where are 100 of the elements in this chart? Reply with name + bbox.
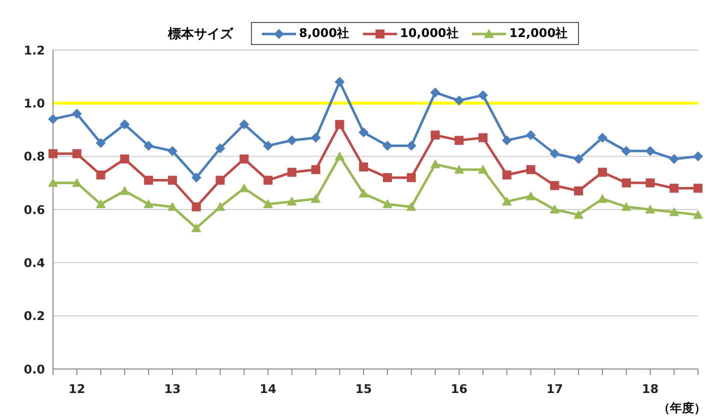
point — [96, 199, 106, 208]
point — [406, 173, 416, 182]
point — [621, 202, 632, 211]
point — [120, 186, 130, 195]
point — [263, 199, 273, 208]
point — [167, 146, 178, 156]
point — [502, 196, 512, 206]
point — [240, 154, 249, 164]
point — [72, 178, 82, 187]
point — [430, 88, 440, 98]
point — [120, 154, 130, 164]
y-tick-label: 0.0 — [24, 362, 45, 376]
point — [286, 196, 297, 206]
point — [191, 172, 202, 183]
point — [310, 132, 321, 143]
point — [670, 184, 679, 193]
point — [48, 178, 58, 187]
point — [215, 202, 226, 211]
legend-label: 12,000社 — [508, 25, 568, 42]
point — [478, 90, 488, 100]
point — [335, 120, 344, 129]
point — [550, 148, 560, 159]
legend-title: 標本サイズ — [168, 26, 233, 42]
point — [646, 178, 655, 188]
point — [645, 204, 656, 214]
point — [215, 143, 226, 154]
legend-label: 10,000社 — [398, 25, 458, 42]
point — [72, 108, 82, 119]
point — [526, 165, 536, 174]
point — [96, 170, 106, 180]
x-tick-label: 15 — [355, 382, 372, 396]
point — [144, 176, 154, 185]
point — [334, 151, 345, 160]
point — [574, 186, 584, 196]
point — [550, 204, 560, 214]
x-tick-label: 14 — [260, 382, 276, 396]
point — [597, 132, 608, 143]
point — [598, 168, 607, 177]
x-tick-label: 17 — [546, 382, 564, 396]
point — [334, 76, 345, 87]
point — [502, 170, 512, 180]
point — [239, 183, 250, 192]
point — [454, 96, 464, 106]
point — [286, 135, 297, 146]
point — [478, 164, 488, 174]
point — [167, 202, 178, 211]
x-tick-label: 13 — [164, 382, 181, 396]
point — [526, 130, 536, 140]
point — [526, 191, 536, 200]
y-tick-label: 0.8 — [24, 150, 45, 164]
point — [502, 135, 512, 146]
point — [192, 202, 201, 212]
point — [382, 199, 392, 208]
point — [693, 210, 703, 219]
point — [263, 140, 273, 151]
text: （年度） — [658, 400, 706, 417]
x-tick-label: 12 — [68, 382, 86, 396]
point — [168, 176, 177, 185]
point — [311, 165, 320, 174]
y-tick-label: 0.2 — [24, 309, 45, 324]
y-tick-label: 0.4 — [24, 256, 45, 270]
point — [48, 149, 58, 158]
point — [287, 168, 296, 177]
point — [216, 176, 225, 185]
point — [144, 140, 154, 151]
point — [72, 149, 82, 158]
point — [454, 164, 464, 174]
x-tick-label: 18 — [642, 382, 659, 396]
point — [48, 114, 58, 124]
point — [358, 188, 369, 198]
point — [120, 119, 130, 130]
point — [359, 162, 368, 172]
point — [621, 146, 632, 156]
point — [191, 223, 202, 232]
point — [144, 199, 154, 208]
point — [406, 202, 416, 211]
point — [478, 133, 488, 142]
point — [358, 127, 369, 138]
point — [239, 119, 250, 130]
point — [406, 140, 416, 151]
point — [264, 176, 272, 185]
point — [430, 130, 440, 140]
x-tick-label: 16 — [450, 382, 468, 396]
point — [669, 207, 680, 216]
y-tick-label: 0.6 — [24, 202, 45, 217]
point — [574, 210, 584, 219]
point — [382, 173, 392, 182]
point — [574, 154, 584, 164]
point — [382, 140, 392, 151]
point — [96, 138, 106, 148]
point — [694, 184, 702, 193]
point — [645, 146, 656, 156]
y-tick-label: 1.2 — [24, 43, 45, 58]
point — [597, 194, 608, 203]
point — [622, 178, 631, 188]
point — [669, 154, 680, 164]
y-tick-label: 1.0 — [24, 96, 45, 110]
point — [310, 194, 321, 203]
point — [454, 136, 464, 145]
point — [550, 181, 560, 190]
